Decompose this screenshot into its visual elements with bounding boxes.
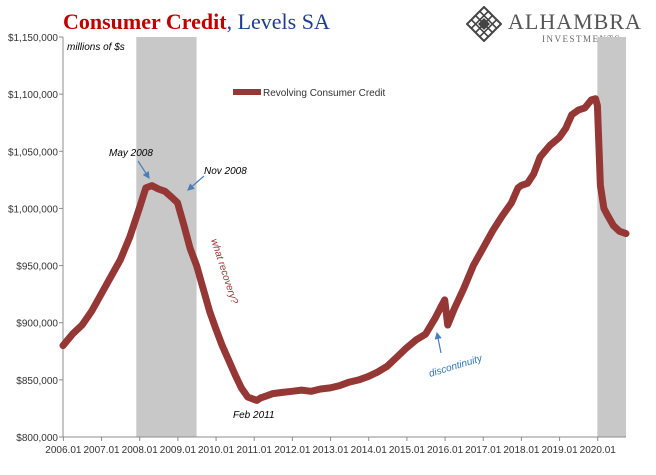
annotation-discontinuity-label: discontinuity [428, 353, 485, 380]
recession-band-2 [597, 37, 626, 437]
annotation-may-2008-label: May 2008 [109, 148, 153, 159]
series-line-revolving-credit [59, 95, 630, 404]
chart-title-rest: , Levels SA [226, 9, 330, 34]
x-tick-label: 2008.01 [122, 445, 159, 456]
alhambra-logo: ALHAMBRA INVESTMENTS [466, 6, 641, 46]
x-tick-label: 2016.01 [427, 445, 464, 456]
annotation-what-recovery: what recovery? [208, 238, 240, 306]
x-tick-label: 2007.01 [83, 445, 120, 456]
x-tick-label: 2006.01 [45, 445, 82, 456]
y-tick-label: $900,000 [16, 319, 58, 330]
y-axis-unit-label: millions of $s [67, 42, 125, 53]
annotation-may-2008-arrow [137, 160, 150, 180]
chart-title: Consumer Credit, Levels SA [63, 9, 330, 35]
x-tick-label: 2017.01 [465, 445, 502, 456]
annotation-may-2008: May 2008 [109, 148, 153, 180]
y-tick-label: $1,100,000 [8, 90, 58, 101]
annotation-nov-2008: Nov 2008 [187, 166, 247, 191]
annotation-nov-2008-arrow [187, 175, 205, 191]
x-tick-label: 2015.01 [389, 445, 426, 456]
annotation-feb-2011: Feb 2011 [233, 410, 275, 421]
x-tick-label: 2013.01 [312, 445, 349, 456]
x-tick-label: 2020.01 [580, 445, 617, 456]
diamond-lattice-icon [466, 6, 502, 42]
x-tick-label: 2014.01 [351, 445, 388, 456]
x-tick-label: 2009.01 [160, 445, 197, 456]
x-tick-label: 2011.01 [237, 445, 273, 456]
legend: Revolving Consumer Credit [233, 88, 385, 99]
annotation-discontinuity: discontinuity [428, 331, 485, 380]
x-tick-label: 2018.01 [503, 445, 540, 456]
x-tick-label: 2012.01 [274, 445, 311, 456]
y-tick-label: $800,000 [16, 433, 58, 444]
x-tick-label: 2019.01 [542, 445, 579, 456]
legend-label: Revolving Consumer Credit [263, 88, 385, 99]
y-tick-label: $1,150,000 [8, 33, 58, 44]
annotation-discontinuity-arrow [434, 331, 442, 354]
x-tick-label: 2010.01 [198, 445, 235, 456]
y-tick-label: $1,050,000 [8, 147, 58, 158]
logo-name: ALHAMBRA [508, 9, 642, 34]
y-tick-label: $950,000 [16, 262, 58, 273]
logo-subtitle: INVESTMENTS [542, 34, 621, 44]
annotation-nov-2008-label: Nov 2008 [204, 166, 247, 177]
chart-title-main: Consumer Credit [63, 9, 227, 34]
y-tick-label: $1,000,000 [8, 204, 58, 215]
y-tick-label: $850,000 [16, 376, 58, 387]
